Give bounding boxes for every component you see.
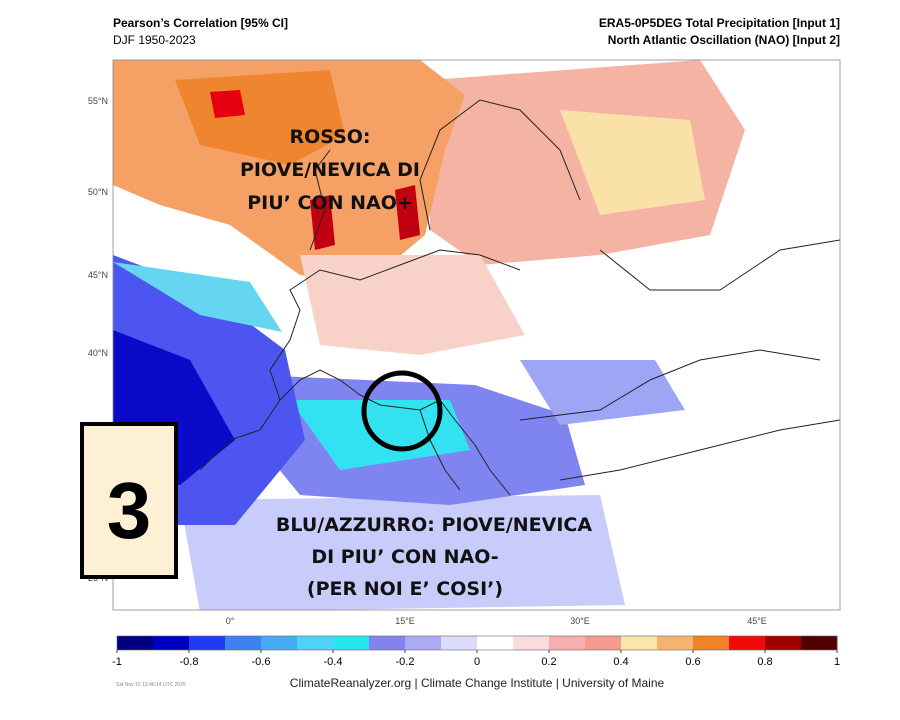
right-title: ERA5-0P5DEG Total Precipitation [Input 1… [599, 16, 840, 30]
colorbar-tick-label: 0.4 [613, 656, 628, 668]
colorbar-tick-label: 0 [474, 656, 480, 668]
colorbar-tick-label: 0.2 [541, 656, 556, 668]
colorbar-step [297, 636, 334, 650]
colorbar-tick-label: 0.6 [685, 656, 700, 668]
lon-label: 30°E [570, 616, 590, 626]
lon-label: 15°E [395, 616, 415, 626]
colorbar-step [693, 636, 730, 650]
colorbar-step [261, 636, 298, 650]
lon-label: 45°E [747, 616, 767, 626]
lat-label: 50°N [88, 187, 108, 197]
colorbar-tick-label: -1 [112, 656, 122, 668]
colorbar-step [153, 636, 190, 650]
colorbar-step [225, 636, 262, 650]
badge-box [80, 422, 178, 579]
annotation-blue: DI PIU’ CON NAO- [311, 546, 498, 568]
colorbar-step [765, 636, 802, 650]
colorbar-step [189, 636, 226, 650]
left-title: Pearson’s Correlation [95% CI] [113, 16, 288, 30]
colorbar-step [801, 636, 838, 650]
colorbar-step [585, 636, 622, 650]
colorbar-step [513, 636, 550, 650]
badge-number: 3 [107, 466, 152, 555]
colorbar-step [441, 636, 478, 650]
colorbar-step [549, 636, 586, 650]
lat-label: 55°N [88, 96, 108, 106]
annotation-blue: BLU/AZZURRO: PIOVE/NEVICA [276, 514, 592, 536]
colorbar-tick-label: -0.6 [252, 656, 271, 668]
lat-label: 45°N [88, 270, 108, 280]
colorbar-tick-label: 1 [834, 656, 840, 668]
left-subtitle: DJF 1950-2023 [113, 33, 196, 47]
colorbar-step [729, 636, 766, 650]
colorbar-tick-label: -0.2 [396, 656, 415, 668]
credit: ClimateReanalyzer.org | Climate Change I… [290, 676, 665, 690]
annotation-blue: (PER NOI E’ COSI’) [307, 578, 503, 600]
colorbar-tick-label: 0.8 [757, 656, 772, 668]
colorbar-step [405, 636, 442, 650]
lon-label: 0° [226, 616, 235, 626]
colorbar-tick-label: -0.4 [324, 656, 343, 668]
map [112, 59, 841, 611]
annotation-red: PIOVE/NEVICA DI [240, 159, 420, 181]
colorbar-step [117, 636, 154, 650]
annotation-red: PIU’ CON NAO+ [247, 192, 413, 214]
colorbar-step [333, 636, 370, 650]
right-subtitle: North Atlantic Oscillation (NAO) [Input … [608, 33, 840, 47]
colorbar-tick-label: -0.8 [180, 656, 199, 668]
lat-label: 40°N [88, 348, 108, 358]
highlight-circle [361, 370, 443, 452]
colorbar-step [477, 636, 514, 650]
colorbar-step [657, 636, 694, 650]
colorbar-step [621, 636, 658, 650]
colorbar-step [369, 636, 406, 650]
annotation-red: ROSSO: [289, 126, 370, 148]
timestamp: Sat Nov 15 12:46:14 UTC 2025 [116, 682, 186, 688]
